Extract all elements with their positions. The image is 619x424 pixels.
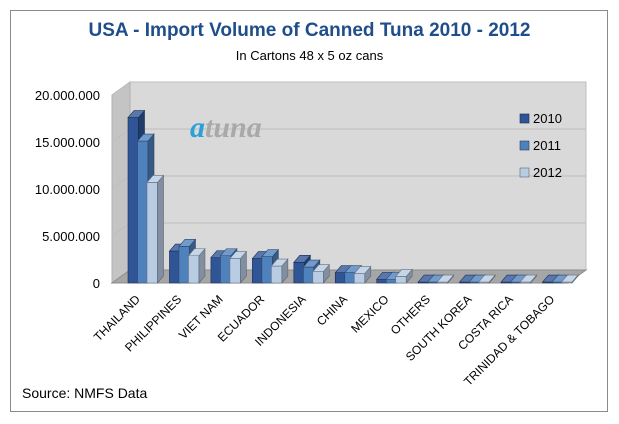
x-tick-label: CHINA bbox=[314, 292, 350, 328]
legend-label-2012: 2012 bbox=[533, 165, 562, 180]
bar-top bbox=[312, 264, 330, 273]
bar-top bbox=[187, 248, 206, 257]
bar-side bbox=[157, 174, 164, 284]
bar-top bbox=[146, 175, 165, 183]
bar-top bbox=[560, 274, 579, 283]
y-tick-label: 20.000.000 bbox=[35, 88, 100, 103]
bar-top bbox=[344, 265, 362, 273]
bar-2012-philippines bbox=[188, 255, 200, 284]
bar-top bbox=[302, 259, 321, 268]
bar-top bbox=[353, 266, 372, 274]
bar-2010-china bbox=[334, 272, 347, 284]
bar-2011-indonesia bbox=[303, 266, 315, 284]
bar-top bbox=[395, 269, 413, 277]
bar-top bbox=[178, 239, 197, 247]
bar-2012-ecuador bbox=[271, 265, 283, 284]
bar-top bbox=[477, 274, 496, 283]
bar-2012-thailand bbox=[146, 182, 158, 284]
bar-2011-philippines bbox=[178, 246, 190, 284]
bar-2011-mexico bbox=[385, 278, 398, 284]
bar-top bbox=[229, 251, 248, 259]
chart-subtitle: In Cartons 48 x 5 oz cans bbox=[235, 48, 384, 63]
bar-top bbox=[519, 274, 538, 283]
bar-2010-viet-nam bbox=[210, 257, 222, 284]
bar-2012-viet-nam bbox=[229, 258, 241, 284]
source-note: Source: NMFS Data bbox=[22, 385, 148, 401]
bar-2012-china bbox=[353, 273, 366, 284]
gridline bbox=[111, 175, 131, 190]
bar-2010-thailand bbox=[127, 117, 139, 284]
y-tick-label: 15.000.000 bbox=[35, 135, 100, 150]
bar-2010-mexico bbox=[376, 278, 388, 284]
gridline bbox=[111, 128, 131, 143]
bar-2011-viet-nam bbox=[220, 255, 232, 284]
bar-2010-philippines bbox=[169, 250, 181, 284]
bar-top bbox=[127, 110, 146, 118]
legend-label-2011: 2011 bbox=[533, 138, 561, 153]
bar-top bbox=[436, 274, 455, 283]
gridline bbox=[111, 81, 131, 96]
gridline bbox=[111, 222, 131, 237]
bar-2012-indonesia bbox=[312, 271, 324, 284]
chart-title: USA - Import Volume of Canned Tuna 2010 … bbox=[88, 20, 531, 41]
y-tick-label: 0 bbox=[93, 276, 100, 291]
bar-top bbox=[136, 133, 155, 142]
bar-2011-china bbox=[344, 272, 356, 284]
y-tick-label: 5.000.000 bbox=[42, 229, 100, 244]
bar-top bbox=[261, 249, 280, 257]
y-tick-label: 10.000.000 bbox=[35, 182, 100, 197]
legend-swatch-2011 bbox=[519, 140, 530, 151]
bar-top bbox=[270, 258, 289, 267]
bar-2010-indonesia bbox=[293, 262, 305, 284]
bar-top bbox=[219, 248, 238, 257]
bar-2011-ecuador bbox=[261, 256, 273, 284]
x-tick-label: MEXICO bbox=[348, 292, 391, 335]
legend-swatch-2012 bbox=[519, 167, 530, 178]
legend-swatch-2010 bbox=[519, 113, 530, 124]
legend-label-2010: 2010 bbox=[533, 111, 562, 126]
bar-2012-mexico bbox=[395, 276, 407, 284]
bar-2010-ecuador bbox=[252, 258, 264, 284]
bar-top bbox=[293, 255, 311, 263]
bar-2011-thailand bbox=[137, 140, 149, 284]
watermark-logo: atuna bbox=[190, 111, 262, 144]
